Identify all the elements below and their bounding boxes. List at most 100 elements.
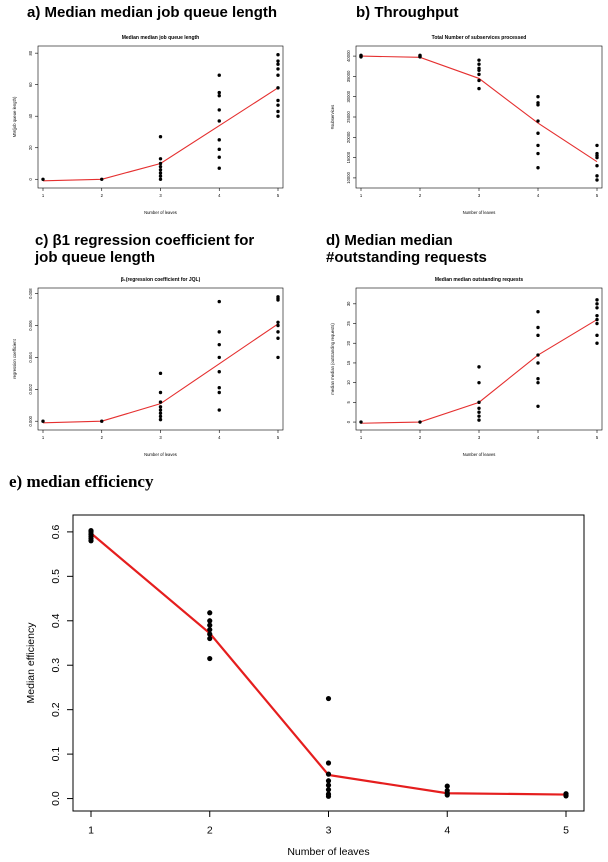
data-point bbox=[207, 610, 213, 616]
data-point bbox=[276, 86, 280, 90]
y-tick-label: 10 bbox=[346, 380, 351, 385]
y-tick-label: 40 bbox=[28, 113, 33, 118]
chart-title: Median median job queue length bbox=[122, 35, 200, 41]
data-point bbox=[536, 310, 540, 314]
x-tick-label: 2 bbox=[419, 193, 422, 198]
data-point bbox=[158, 168, 163, 172]
data-point bbox=[207, 631, 213, 637]
data-point bbox=[217, 90, 221, 95]
y-tick-label: 0.1 bbox=[50, 747, 62, 762]
y-axis-label: #subservices bbox=[330, 105, 335, 129]
data-point bbox=[536, 380, 540, 385]
data-point bbox=[536, 333, 540, 338]
x-tick-label: 3 bbox=[159, 193, 162, 198]
data-point bbox=[41, 419, 45, 423]
y-tick-label: 0.008 bbox=[28, 288, 33, 299]
data-point bbox=[536, 101, 540, 105]
y-tick-label: 80 bbox=[28, 50, 33, 55]
x-tick-label: 4 bbox=[537, 193, 540, 198]
data-point bbox=[359, 53, 363, 57]
data-point bbox=[276, 62, 280, 66]
data-point bbox=[477, 365, 481, 369]
x-tick-label: 4 bbox=[444, 825, 450, 837]
y-tick-label: 0.3 bbox=[50, 658, 62, 673]
chart-title: Total Number of subservices processed bbox=[432, 35, 527, 41]
x-tick-label: 1 bbox=[88, 825, 94, 837]
x-axis-label: Number of leaves bbox=[144, 210, 177, 215]
data-point bbox=[477, 418, 481, 422]
x-tick-label: 1 bbox=[360, 193, 363, 198]
data-point bbox=[217, 108, 221, 112]
y-tick-label: 20000 bbox=[346, 131, 351, 143]
data-point bbox=[158, 164, 163, 169]
data-point bbox=[217, 299, 221, 304]
chart-e-median-efficiency: 1 2 3 4 5 0.0 0.1 0.2 0.3 0.4 0.5 0.6 Number of leav… bbox=[25, 514, 585, 858]
data-point bbox=[536, 119, 540, 123]
y-tick-label: 30000 bbox=[346, 90, 351, 102]
data-point bbox=[418, 53, 422, 57]
panel-b-heading: b) Throughput bbox=[356, 4, 459, 21]
data-point bbox=[536, 143, 540, 148]
y-tick-label: 35000 bbox=[346, 70, 351, 82]
data-point bbox=[536, 377, 540, 381]
chart-title: Median median outstanding requests bbox=[435, 277, 524, 283]
y-tick-label: 0.0 bbox=[50, 791, 62, 806]
chart-c-regression-coefficient: β₁(regression coefficient for JQL) 1 2 3 4 5 0… bbox=[12, 277, 284, 457]
y-tick-label: 5 bbox=[346, 401, 351, 404]
data-point bbox=[276, 336, 280, 340]
data-point bbox=[595, 298, 599, 302]
y-axis-label: Median efficiency bbox=[25, 622, 37, 704]
x-axis-label: Number of leaves bbox=[463, 452, 496, 457]
data-point bbox=[477, 58, 481, 62]
data-point bbox=[595, 321, 599, 326]
y-axis-label: regression coefficient bbox=[12, 338, 17, 378]
x-axis-label: Number of leaves bbox=[463, 210, 496, 215]
data-point bbox=[158, 417, 163, 422]
panel-d-heading: d) Median median #outstanding requests bbox=[326, 232, 487, 266]
y-tick-label: 0.6 bbox=[50, 524, 62, 539]
y-tick-label: 0 bbox=[346, 420, 351, 423]
data-point bbox=[536, 166, 540, 170]
y-tick-label: 60 bbox=[28, 82, 33, 87]
data-point bbox=[217, 390, 221, 395]
data-point bbox=[595, 302, 599, 306]
data-point bbox=[158, 411, 163, 415]
data-point bbox=[217, 155, 221, 159]
y-tick-label: 25000 bbox=[346, 111, 351, 123]
data-point bbox=[217, 342, 221, 347]
data-point bbox=[477, 86, 481, 91]
data-point bbox=[207, 618, 213, 624]
data-point bbox=[444, 783, 450, 789]
x-tick-label: 2 bbox=[207, 825, 213, 837]
fit-line bbox=[360, 55, 598, 163]
x-tick-label: 5 bbox=[277, 193, 280, 198]
data-point bbox=[477, 414, 481, 418]
y-tick-label: 0 bbox=[28, 177, 33, 180]
x-tick-label: 2 bbox=[419, 435, 422, 440]
data-point bbox=[325, 771, 332, 777]
data-point bbox=[276, 98, 280, 103]
x-tick-label: 3 bbox=[478, 193, 481, 198]
data-point bbox=[217, 94, 221, 98]
panel-c-heading: c) β1 regression coefficient for job que… bbox=[35, 232, 255, 266]
data-point bbox=[158, 157, 163, 161]
data-point bbox=[158, 390, 163, 395]
data-point bbox=[477, 72, 481, 77]
data-point bbox=[563, 791, 569, 797]
data-point bbox=[100, 177, 104, 181]
data-point bbox=[276, 355, 280, 360]
chart-a-job-queue-length: Median median job queue length 1 2 3 4 5 0 20 40… bbox=[12, 35, 284, 215]
data-point bbox=[276, 323, 280, 328]
x-tick-label: 3 bbox=[478, 435, 481, 440]
data-point bbox=[325, 782, 332, 788]
y-tick-label: 15 bbox=[346, 360, 351, 365]
y-tick-label: 0.2 bbox=[50, 702, 62, 717]
data-point bbox=[595, 174, 599, 178]
data-point bbox=[41, 177, 45, 181]
data-point bbox=[276, 103, 280, 107]
x-axis-label: Number of leaves bbox=[287, 846, 369, 858]
data-point bbox=[595, 164, 599, 168]
data-point bbox=[217, 330, 221, 334]
data-point bbox=[595, 306, 599, 310]
y-tick-label: 20 bbox=[28, 145, 33, 150]
